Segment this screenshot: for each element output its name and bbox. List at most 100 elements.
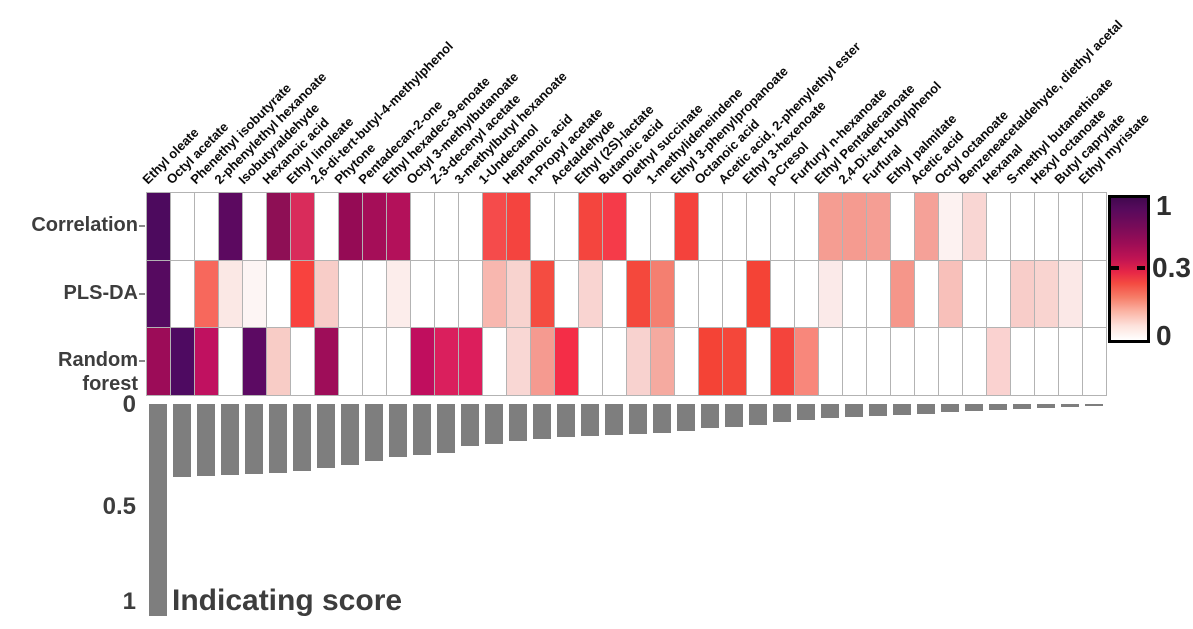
heatmap-cell (218, 259, 243, 329)
row-axis-tick (139, 292, 145, 295)
heatmap-cell (530, 327, 555, 396)
heatmap-cell (674, 327, 699, 396)
heatmap-cell (506, 192, 531, 261)
heatmap-cell (194, 192, 219, 261)
heatmap-cell (218, 327, 243, 396)
score-bar (149, 404, 167, 616)
score-bar (533, 404, 551, 439)
heatmap-cell (602, 192, 627, 261)
heatmap-cell (866, 192, 891, 261)
score-bar (677, 404, 695, 431)
score-bar (317, 404, 335, 468)
heatmap-cell (770, 327, 795, 396)
row-axis-tick (139, 360, 145, 363)
heatmap-cell (674, 259, 699, 329)
heatmap-cell (386, 327, 411, 396)
heatmap-cell (170, 192, 195, 261)
heatmap-cell (698, 192, 723, 261)
heatmap-cell (890, 327, 915, 396)
score-bar (269, 404, 287, 473)
heatmap-cell (914, 327, 939, 396)
heatmap-row-label: Correlation (31, 213, 138, 236)
heatmap-cell (698, 327, 723, 396)
heatmap-cell (314, 327, 339, 396)
heatmap-cell (1082, 327, 1107, 396)
heatmap-cell (1082, 259, 1107, 329)
heatmap-cell (170, 327, 195, 396)
heatmap-cell (170, 259, 195, 329)
heatmap-cell (218, 192, 243, 261)
score-bar (941, 404, 959, 412)
heatmap-cell (506, 327, 531, 396)
score-bar (821, 404, 839, 418)
bar-axis-tick-0_5: 0.5 (102, 493, 136, 520)
heatmap-cell (650, 327, 675, 396)
heatmap-cell (794, 259, 819, 329)
heatmap-row-label: Random forest (58, 349, 138, 396)
heatmap-cell (626, 259, 651, 329)
heatmap-cell (818, 192, 843, 261)
bar-axis-tick-1: 1 (122, 588, 136, 615)
heatmap-cell (1034, 259, 1059, 329)
heatmap-cell (578, 192, 603, 261)
score-bar (845, 404, 863, 417)
heatmap-cell (1058, 327, 1083, 396)
heatmap-cell (842, 327, 867, 396)
heatmap-cell (1010, 327, 1035, 396)
heatmap-cell (770, 192, 795, 261)
heatmap-cell (1010, 259, 1035, 329)
score-bar (461, 404, 479, 446)
score-bar (173, 404, 191, 477)
score-bar (989, 404, 1007, 410)
heatmap-cell (1034, 327, 1059, 396)
heatmap-cell (866, 327, 891, 396)
heatmap-cell (386, 259, 411, 329)
heatmap-cell (482, 192, 507, 261)
colorbar-mid-tick-right (1137, 266, 1145, 270)
heatmap-cell (914, 259, 939, 329)
score-bar (413, 404, 431, 455)
heatmap-cell (818, 259, 843, 329)
heatmap-row-label: PLS-DA (63, 281, 138, 304)
heatmap-cell (1082, 192, 1107, 261)
heatmap-cell (578, 259, 603, 329)
heatmap-cell (314, 259, 339, 329)
heatmap-cell (602, 327, 627, 396)
score-bar (293, 404, 311, 471)
heatmap-cell (914, 192, 939, 261)
score-bar (869, 404, 887, 416)
heatmap-cell (602, 259, 627, 329)
heatmap-cell (1034, 192, 1059, 261)
heatmap-cell (962, 192, 987, 261)
heatmap-cell (1058, 192, 1083, 261)
heatmap-cell (722, 327, 747, 396)
score-bar (581, 404, 599, 436)
heatmap-cell (242, 192, 267, 261)
heatmap-cell (650, 259, 675, 329)
score-bar (509, 404, 527, 441)
score-bar (221, 404, 239, 475)
heatmap-cell (842, 192, 867, 261)
heatmap-cell (530, 259, 555, 329)
heatmap-cell (146, 327, 171, 396)
score-bar (485, 404, 503, 444)
heatmap-cell (890, 192, 915, 261)
colorbar-mid-tick-left (1111, 266, 1119, 270)
heatmap-cell (338, 259, 363, 329)
heatmap-cell (962, 259, 987, 329)
heatmap-cell (890, 259, 915, 329)
heatmap-cell (266, 327, 291, 396)
score-bar (893, 404, 911, 415)
heatmap-cell (146, 259, 171, 329)
heatmap-cell (146, 192, 171, 261)
heatmap-cell (842, 259, 867, 329)
score-bar (965, 404, 983, 411)
heatmap-cell (938, 327, 963, 396)
score-bar (1013, 404, 1031, 409)
bar-axis-title: Indicating score (172, 584, 403, 617)
heatmap-cell (194, 327, 219, 396)
score-bar (749, 404, 767, 425)
score-bar (245, 404, 263, 474)
heatmap-cell (746, 259, 771, 329)
heatmap-cell (458, 192, 483, 261)
